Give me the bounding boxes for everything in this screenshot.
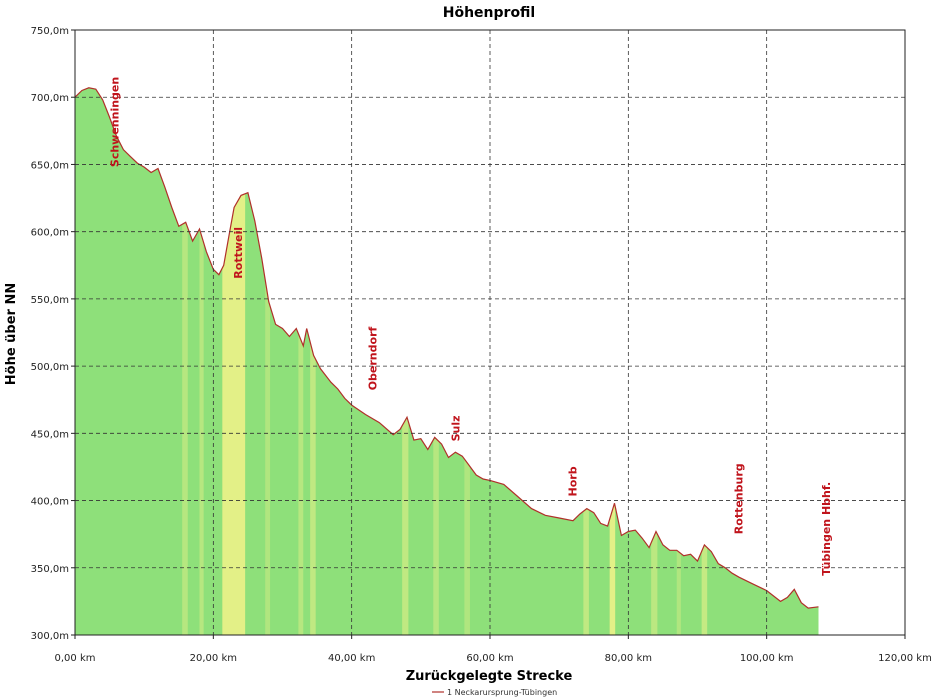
x-tick-label-6: 120,00 km (878, 653, 932, 664)
x-tick-label-2: 40,00 km (328, 653, 375, 664)
highlight-band-9 (583, 87, 589, 635)
y-tick-label-9: 750,0m (31, 26, 69, 37)
x-tick-label-4: 80,00 km (605, 653, 652, 664)
highlight-band-10 (609, 87, 616, 635)
y-axis-ticks: 300,0m 350,0m 400,0m 450,0m 500,0m 550,0m 600,… (31, 26, 75, 642)
y-tick-label-8: 700,0m (31, 93, 69, 104)
place-label-0: Schwenningen (108, 77, 121, 167)
highlight-band-12 (676, 87, 681, 635)
highlight-band-6 (402, 87, 409, 635)
y-tick-label-3: 450,0m (31, 429, 69, 440)
legend: 1 Neckarursprung-Tübingen (432, 688, 557, 697)
plot-area (74, 29, 906, 636)
highlight-band-11 (651, 87, 658, 635)
highlight-band-0 (182, 87, 188, 635)
highlight-band-4 (298, 87, 304, 635)
x-axis-ticks: 0,00 km 20,00 km 40,00 km 60,00 km 80,00 km 1… (55, 635, 932, 664)
y-tick-label-0: 300,0m (31, 631, 69, 642)
highlight-band-1 (199, 87, 204, 635)
grid-lines (75, 30, 905, 635)
elevation-area (75, 87, 819, 636)
y-tick-label-2: 400,0m (31, 497, 69, 508)
x-tick-label-3: 60,00 km (466, 653, 513, 664)
x-tick-label-5: 100,00 km (740, 653, 794, 664)
place-label-5: Rottenburg (732, 463, 745, 534)
y-tick-label-6: 600,0m (31, 228, 69, 239)
y-axis-label: Höhe über NN (4, 283, 19, 385)
place-label-6: Tübingen Hbhf. (820, 482, 833, 576)
y-tick-label-7: 650,0m (31, 160, 69, 171)
place-label-1: Rottweil (232, 227, 245, 279)
elevation-line (74, 87, 819, 609)
y-tick-label-4: 500,0m (31, 362, 69, 373)
place-label-2: Oberndorf (366, 327, 379, 391)
highlight-band-2 (222, 87, 246, 635)
place-label-3: Sulz (449, 415, 462, 441)
highlight-band-7 (433, 87, 439, 635)
y-tick-label-1: 350,0m (31, 564, 69, 575)
x-tick-label-1: 20,00 km (190, 653, 237, 664)
legend-entry: 1 Neckarursprung-Tübingen (447, 688, 557, 697)
x-axis-label: Zurückgelegte Strecke (406, 669, 573, 684)
highlight-band-3 (265, 87, 271, 635)
x-tick-label-0: 0,00 km (55, 653, 96, 664)
y-tick-label-5: 550,0m (31, 295, 69, 306)
place-label-4: Horb (566, 466, 579, 496)
highlight-band-5 (310, 87, 316, 635)
highlight-band-8 (464, 87, 470, 635)
chart-title: Höhenprofil (443, 5, 535, 21)
place-labels: Schwenningen Rottweil Oberndorf Sulz Horb Rot… (108, 77, 833, 576)
